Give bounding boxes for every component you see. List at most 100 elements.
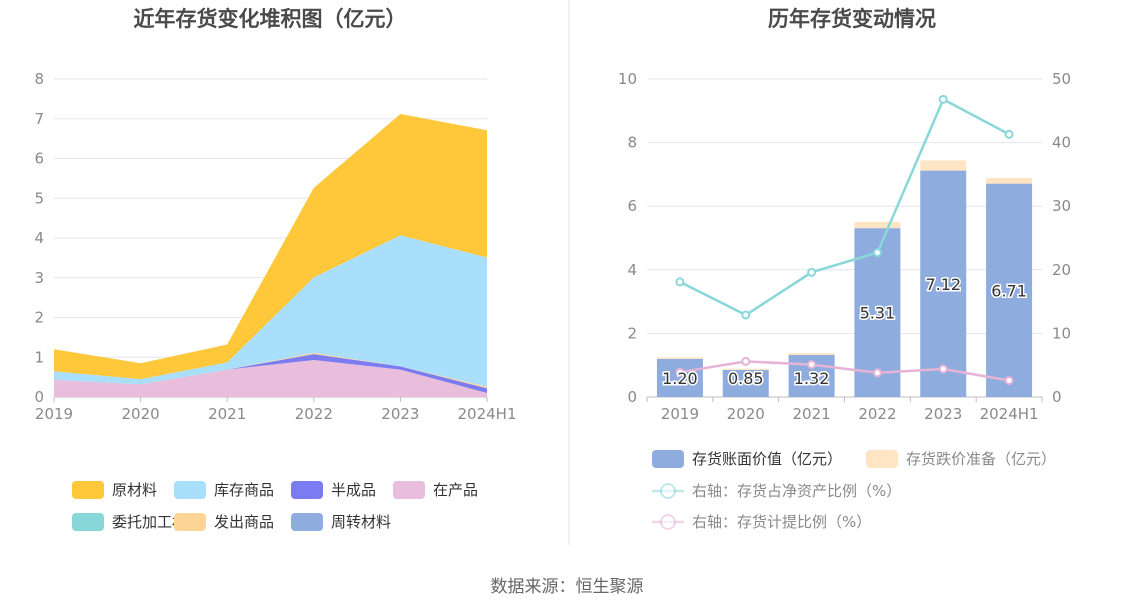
bar-book-value[interactable] [920, 170, 967, 397]
area-y-tick-label: 3 [34, 269, 44, 287]
area-legend-item-raw_materials[interactable]: 原材料 [72, 481, 157, 499]
line-point-provision_ratio[interactable] [872, 368, 882, 378]
line-point-provision_ratio[interactable] [1004, 375, 1014, 385]
legend-label: 库存商品 [214, 481, 274, 499]
area-y-tick-label: 2 [34, 309, 44, 327]
line-point-ratio_net_assets[interactable] [872, 248, 882, 258]
combo-bar-line-chart: 历年存货变动情况 0 2 4 6 8 10 0 10 20 30 40 50 1.20 0.85 1.3… [618, 7, 1071, 531]
legend-swatch [393, 481, 425, 499]
legend-swatch [72, 513, 104, 531]
line-point-ratio_net_assets[interactable] [741, 310, 751, 320]
line-point-provision_ratio[interactable] [741, 356, 751, 366]
line-point-provision_ratio[interactable] [938, 364, 948, 374]
legend-label: 周转材料 [331, 513, 391, 531]
bar-impairment[interactable] [788, 353, 835, 356]
legend-swatch [866, 450, 898, 468]
legend-marker [660, 483, 676, 499]
bar-left-y-axis: 0 2 4 6 8 10 [618, 70, 637, 406]
stacked-area-chart: 近年存货变化堆积图（亿元） 0 1 2 3 4 5 6 7 8 2019 2020 2021 2022… [34, 7, 517, 531]
legend-swatch [291, 481, 323, 499]
area-legend-item-turnover[interactable]: 周转材料 [291, 513, 391, 531]
area-legend-item-shipped[interactable]: 发出商品 [174, 513, 274, 531]
bar-legend-item-book_value[interactable]: 存货账面价值（亿元） [652, 450, 842, 468]
bar-book-value[interactable] [986, 183, 1033, 397]
area-y-axis: 0 1 2 3 4 5 6 7 8 [34, 70, 44, 406]
legend-swatch [652, 450, 684, 468]
bar-left-tick-label: 8 [627, 134, 637, 152]
bar-impairment[interactable] [986, 177, 1033, 184]
line-point-ratio_net_assets[interactable] [675, 277, 685, 287]
area-series-layers [54, 114, 487, 397]
area-x-axis: 2019 2020 2021 2022 2023 2024H1 [35, 397, 517, 423]
bar-impairment[interactable] [722, 368, 769, 370]
line-point-ratio_net_assets[interactable] [807, 267, 817, 277]
bar-left-tick-label: 10 [618, 70, 637, 88]
area-y-tick-label: 6 [34, 150, 44, 168]
area-layer-wip [54, 360, 487, 397]
bar-legend-item-provision_ratio[interactable]: 右轴：存货计提比例（%） [652, 513, 871, 531]
bar-book-value[interactable] [656, 358, 703, 397]
legend-label: 右轴：存货计提比例（%） [692, 513, 871, 531]
area-legend-item-wip[interactable]: 在产品 [393, 481, 478, 499]
legend-label: 在产品 [433, 481, 478, 499]
area-layer-finished_goods [54, 235, 487, 387]
line-ratio_net_assets [679, 97, 1010, 317]
area-y-tick-label: 4 [34, 229, 44, 247]
bar-legend-item-ratio_net_assets[interactable]: 右轴：存货占净资产比例（%） [652, 482, 901, 500]
legend-label: 右轴：存货占净资产比例（%） [692, 482, 901, 500]
bar-value-label: 0.85 [728, 369, 764, 388]
bar-gridlines [647, 78, 1042, 398]
bar-value-label: 7.12 [925, 275, 961, 294]
line-point-ratio_net_assets[interactable] [1004, 129, 1014, 139]
bar-book-value[interactable] [722, 369, 769, 397]
legend-label: 发出商品 [214, 513, 274, 531]
area-x-tick-label: 2023 [381, 405, 419, 423]
bar-x-tick-label: 2022 [858, 405, 896, 423]
legend-label: 存货跌价准备（亿元） [906, 450, 1056, 468]
bar-x-tick-label: 2021 [792, 405, 830, 423]
line-point-provision_ratio[interactable] [675, 367, 685, 377]
bar-x-tick-label: 2020 [727, 405, 765, 423]
legend-label: 存货账面价值（亿元） [692, 450, 842, 468]
bar-left-tick-label: 6 [627, 197, 637, 215]
bar-impairment[interactable] [920, 160, 967, 171]
bar-value-label: 5.31 [860, 304, 896, 323]
bar-impairment[interactable] [656, 357, 703, 359]
area-layer-raw_materials [54, 114, 487, 380]
bar-right-tick-label: 50 [1052, 70, 1071, 88]
bar-left-tick-label: 2 [627, 324, 637, 342]
bar-impairment[interactable] [854, 221, 901, 229]
bar-right-tick-label: 30 [1052, 197, 1071, 215]
legend-swatch [72, 481, 104, 499]
area-y-tick-label: 7 [34, 110, 44, 128]
legend-swatch [174, 481, 206, 499]
legend-label: 半成品 [331, 481, 376, 499]
area-legend-item-finished_goods[interactable]: 库存商品 [174, 481, 274, 499]
legend-swatch [174, 513, 206, 531]
area-layer-semi_finished [54, 354, 487, 393]
area-y-tick-label: 8 [34, 70, 44, 88]
area-y-tick-label: 0 [34, 388, 44, 406]
bar-legend: 存货账面价值（亿元） 存货跌价准备（亿元） 右轴：存货占净资产比例（%） 右轴：存货计… [652, 450, 1056, 531]
bar-value-label: 1.32 [794, 369, 830, 388]
legend-swatch [291, 513, 323, 531]
area-legend-item-semi_finished[interactable]: 半成品 [291, 481, 376, 499]
bar-value-label: 6.71 [991, 281, 1027, 300]
line-point-provision_ratio[interactable] [807, 360, 817, 370]
bar-x-tick-label: 2019 [661, 405, 699, 423]
bar-right-tick-label: 40 [1052, 134, 1071, 152]
bar-x-axis: 2019 2020 2021 2022 2023 2024H1 [646, 397, 1043, 423]
bar-right-tick-label: 10 [1052, 324, 1071, 342]
area-y-tick-label: 1 [34, 348, 44, 366]
area-x-tick-label: 2024H1 [458, 405, 517, 423]
bar-legend-item-impairment[interactable]: 存货跌价准备（亿元） [866, 450, 1056, 468]
data-source-text: 数据来源：恒生聚源 [491, 577, 644, 597]
line-point-ratio_net_assets[interactable] [938, 94, 948, 104]
bar-right-tick-label: 0 [1052, 388, 1062, 406]
bar-x-tick-label: 2023 [924, 405, 962, 423]
area-x-tick-label: 2022 [295, 405, 333, 423]
area-chart-title: 近年存货变化堆积图（亿元） [134, 7, 407, 31]
area-y-tick-label: 5 [34, 189, 44, 207]
